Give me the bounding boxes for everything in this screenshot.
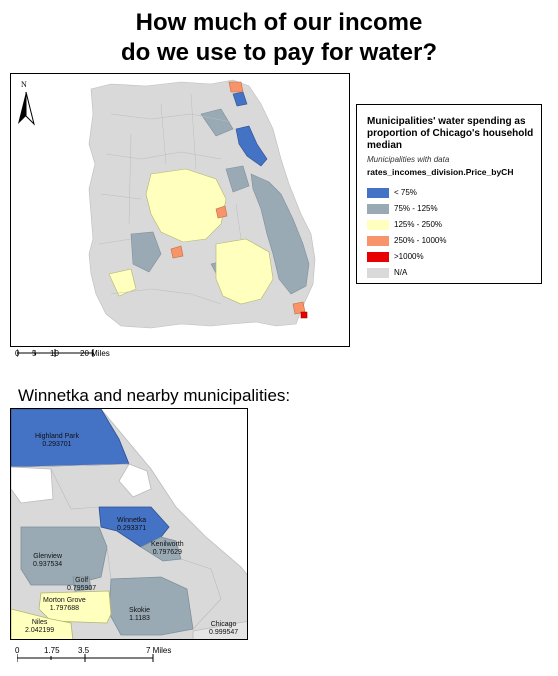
legend: Municipalities' water spending as propor… bbox=[356, 104, 542, 284]
muni-name: Winnetka bbox=[117, 517, 147, 524]
label-winnetka: Winnetka 0.293371 bbox=[117, 517, 146, 533]
label-morton-grove: Morton Grove 1.797688 bbox=[43, 597, 86, 613]
region-75-125-c bbox=[225, 165, 250, 193]
legend-item-label: 250% - 1000% bbox=[394, 236, 447, 245]
inset-scale-tick-3: 7 Miles bbox=[146, 646, 172, 655]
legend-swatch bbox=[367, 268, 389, 278]
muni-value: 0.293371 bbox=[117, 525, 147, 532]
inset-scale-tick-0: 0 bbox=[15, 646, 20, 655]
north-arrow: N bbox=[15, 80, 37, 126]
region-250-1000 bbox=[228, 81, 244, 93]
region-75-125-b bbox=[130, 231, 162, 273]
label-skokie: Skokie 1.1183 bbox=[129, 607, 150, 623]
legend-item: 250% - 1000% bbox=[367, 235, 537, 248]
inset-unincorporated-b bbox=[118, 463, 152, 498]
muni-value: 1.1183 bbox=[129, 615, 150, 622]
inset-morton-grove bbox=[38, 590, 112, 624]
inset-heading: Winnetka and nearby municipalities: bbox=[18, 386, 291, 405]
region-75-125-e bbox=[200, 108, 234, 137]
inset-golf bbox=[72, 576, 92, 592]
legend-swatch bbox=[367, 252, 389, 262]
legend-swatch bbox=[367, 220, 389, 230]
scale-tick-1: 5 bbox=[32, 349, 37, 358]
region-125-250 bbox=[145, 168, 227, 243]
title-line-1: How much of our income bbox=[135, 9, 423, 36]
north-arrow-icon bbox=[18, 91, 35, 126]
legend-item-label: 125% - 250% bbox=[394, 220, 443, 229]
legend-subtitle: Municipalities with data bbox=[367, 155, 450, 164]
legend-title: Municipalities' water spending as propor… bbox=[367, 116, 534, 151]
scale-bar-graphic bbox=[17, 349, 94, 357]
muni-value: 0.999547 bbox=[209, 629, 239, 636]
legend-item-label: N/A bbox=[394, 268, 408, 277]
scale-bar-graphic bbox=[17, 654, 154, 662]
label-highland-park: Highland Park 0.293701 bbox=[35, 433, 79, 449]
muni-value: 0.293701 bbox=[42, 441, 72, 448]
region-250-1000-b bbox=[215, 205, 228, 219]
inset-chicago bbox=[192, 620, 247, 639]
muni-value: 1.797688 bbox=[49, 605, 79, 612]
inset-scale-bar: 0 1.75 3.5 7 Miles bbox=[14, 642, 204, 666]
muni-name: Kenilworth bbox=[151, 541, 184, 548]
region-gt1000 bbox=[300, 311, 308, 319]
muni-name: Skokie bbox=[129, 607, 151, 614]
scale-tick-3: 20 Miles bbox=[80, 349, 110, 358]
label-kenilworth: Kenilworth 0.797629 bbox=[151, 541, 184, 557]
legend-item-label: < 75% bbox=[394, 188, 417, 197]
inset-kenilworth bbox=[140, 536, 182, 562]
legend-item: 75% - 125% bbox=[367, 203, 537, 216]
muni-value: 2.042199 bbox=[25, 627, 55, 634]
inset-unincorporated bbox=[11, 466, 54, 504]
muni-name: Golf bbox=[75, 577, 89, 584]
legend-swatch bbox=[367, 204, 389, 214]
inset-highland-park bbox=[11, 409, 130, 468]
muni-name: Glenview bbox=[33, 553, 62, 560]
label-chicago: Chicago 0.999547 bbox=[209, 621, 238, 637]
title-line-2: do we use to pay for water? bbox=[120, 39, 438, 66]
inset-skokie bbox=[108, 576, 194, 636]
scale-tick-2: 10 bbox=[50, 349, 59, 358]
region-lt75 bbox=[235, 125, 268, 167]
inset-scale-tick-1: 1.75 bbox=[44, 646, 60, 655]
legend-item: N/A bbox=[367, 267, 537, 280]
region-lt75-b bbox=[232, 91, 248, 107]
main-map[interactable] bbox=[10, 73, 350, 347]
inset-niles bbox=[11, 608, 74, 639]
muni-name: Morton Grove bbox=[43, 597, 86, 604]
label-niles: Niles 2.042199 bbox=[25, 619, 54, 635]
legend-item: 125% - 250% bbox=[367, 219, 537, 232]
muni-value: 0.795907 bbox=[67, 585, 97, 592]
region-125-250-b bbox=[215, 238, 274, 305]
region-125-250-c bbox=[108, 268, 137, 297]
legend-item-label: 75% - 125% bbox=[394, 204, 438, 213]
main-map-canvas bbox=[88, 79, 316, 329]
main-scale-bar: 0 5 10 20 Miles bbox=[14, 349, 124, 369]
inset-scale-tick-2: 3.5 bbox=[78, 646, 90, 655]
muni-value: 0.937534 bbox=[33, 561, 63, 568]
legend-item: < 75% bbox=[367, 187, 537, 200]
legend-item-label: >1000% bbox=[394, 252, 424, 261]
muni-name: Highland Park bbox=[35, 433, 79, 440]
municipal-boundaries bbox=[98, 93, 242, 305]
muni-value: 0.797629 bbox=[152, 549, 182, 556]
inset-map[interactable]: Highland Park 0.293701 Winnetka 0.293371… bbox=[10, 408, 248, 640]
legend-swatch bbox=[367, 236, 389, 246]
muni-name: Chicago bbox=[210, 621, 237, 628]
region-75-125 bbox=[250, 173, 310, 295]
region-250-1000-c bbox=[170, 245, 184, 259]
north-label: N bbox=[21, 80, 27, 89]
scale-tick-0: 0 bbox=[15, 349, 20, 358]
muni-name: Niles bbox=[31, 619, 48, 626]
label-glenview: Glenview 0.937534 bbox=[33, 553, 62, 569]
inset-boundaries bbox=[11, 463, 222, 630]
label-golf: Golf 0.795907 bbox=[67, 577, 96, 593]
inset-map-canvas bbox=[11, 409, 247, 639]
legend-swatch bbox=[367, 188, 389, 198]
legend-item: >1000% bbox=[367, 251, 537, 264]
legend-field: rates_incomes_division.Price_byCH bbox=[367, 167, 514, 177]
